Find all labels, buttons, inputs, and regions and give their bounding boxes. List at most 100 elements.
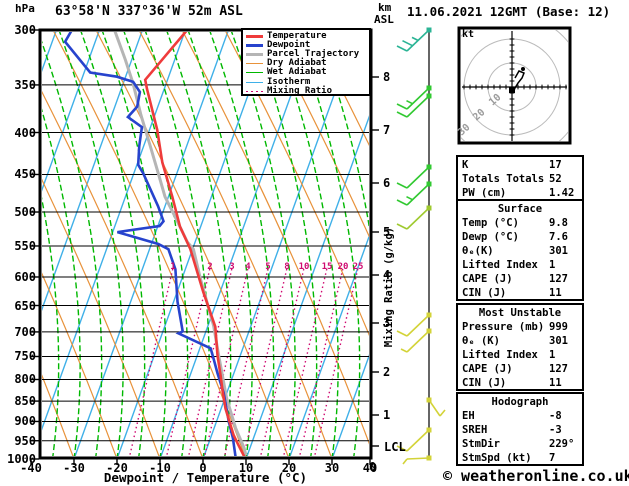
mixing-ratio-value-label: 5 xyxy=(265,262,271,272)
table-row-value: 127 xyxy=(549,363,568,375)
altitude-unit-km-label: km xyxy=(378,1,392,14)
mixing-ratio-value-label: 20 xyxy=(337,262,349,272)
wind-barb xyxy=(396,93,432,118)
isotherm-line xyxy=(74,32,229,456)
wind-barb xyxy=(396,205,432,230)
table-row-value: -3 xyxy=(549,424,562,436)
km-tick-label: 7 xyxy=(383,123,391,137)
table-row-label: Lifted Index xyxy=(462,259,538,271)
table-row: Lifted Index 1 xyxy=(458,349,582,363)
table-row-label: CIN (J) xyxy=(462,287,507,299)
temp-tick-label: -20 xyxy=(106,461,128,475)
table-row: CIN (J) 11 xyxy=(458,377,582,391)
info-table-box: K 17 Totals Totals 52 PW (cm) 1.42 xyxy=(456,155,584,201)
mixing-ratio-line xyxy=(242,267,288,456)
km-tick-label: 4 xyxy=(383,268,391,282)
table-row: θₑ (K) 301 xyxy=(458,335,582,349)
mixing-ratio-value-label: 25 xyxy=(352,262,364,272)
dry-adiabat-line xyxy=(96,32,289,456)
table-row-label: θₑ(K) xyxy=(462,245,494,257)
legend-item-label: Dewpoint xyxy=(267,40,311,51)
table-row-label: K xyxy=(462,159,469,171)
temp-tick-label: 40 xyxy=(362,461,378,475)
legend-item-label: Dry Adiabat xyxy=(267,58,327,69)
table-row-label: CAPE (J) xyxy=(462,273,513,285)
wind-barb xyxy=(396,427,432,452)
km-tick-label: 6 xyxy=(383,176,391,190)
table-row: θₑ(K) 301 xyxy=(458,245,582,259)
mixing-ratio-line xyxy=(282,267,328,456)
dewpoint-trace xyxy=(63,32,237,456)
pressure-tick-label: 700 xyxy=(14,324,36,339)
mixing-ratio-line xyxy=(203,267,249,456)
datetime-label: 11.06.2021 12GMT (Base: 12) xyxy=(407,4,611,19)
table-row: Dewp (°C) 7.6 xyxy=(458,231,582,245)
table-row-value: 52 xyxy=(549,173,562,185)
temp-tick-label: 30 xyxy=(324,461,340,475)
table-row-label: CAPE (J) xyxy=(462,363,513,375)
isotherm-line xyxy=(117,32,272,456)
legend-line-sample-icon xyxy=(246,72,263,74)
legend-item: Wet Adiabat xyxy=(246,68,369,77)
table-row-label: EH xyxy=(462,410,475,422)
lcl-label: LCL xyxy=(384,440,406,454)
temp-tick-label: 20 xyxy=(281,461,297,475)
hodograph-end-dot xyxy=(521,67,525,71)
mixing-ratio-line xyxy=(165,267,211,456)
table-row: StmDir 229° xyxy=(458,438,582,452)
table-row-value: 11 xyxy=(549,287,562,299)
pressure-tick-label: 1000 xyxy=(7,452,36,466)
info-table-box: Most Unstable Pressure (mb) 999 θₑ (K) 301 Li… xyxy=(456,303,584,391)
table-row-value: 7.6 xyxy=(549,231,568,243)
table-row-value: 1.42 xyxy=(549,187,575,199)
wind-barb xyxy=(402,455,432,465)
hodograph-box xyxy=(457,26,572,145)
temp-tick-label: -10 xyxy=(149,461,171,475)
legend-line-sample-icon xyxy=(246,35,263,39)
sounding-profiles xyxy=(63,32,248,456)
mixing-ratio-line xyxy=(298,267,344,456)
temp-tick-label: 10 xyxy=(238,461,254,475)
temp-tick-label: -40 xyxy=(20,461,42,475)
temperature-trace xyxy=(143,32,246,456)
table-row-label: Dewp (°C) xyxy=(462,231,519,243)
legend-item-label: Isotherm xyxy=(267,76,311,87)
legend-line-sample-icon xyxy=(246,53,263,57)
legend-item-label: Mixing Ratio xyxy=(267,85,333,96)
table-row-label: Temp (°C) xyxy=(462,217,519,229)
table-section-header: Surface xyxy=(497,203,543,215)
legend-item: Isotherm xyxy=(246,77,369,86)
wind-barb xyxy=(396,164,432,189)
legend-line-sample-icon xyxy=(246,81,263,83)
table-row: CAPE (J) 127 xyxy=(458,273,582,287)
dry-adiabat-line xyxy=(42,90,203,456)
table-row: CAPE (J) 127 xyxy=(458,363,582,377)
table-row-value: 999 xyxy=(549,321,568,333)
table-row-value: -8 xyxy=(549,410,562,422)
mixing-ratio-value-label: 1 xyxy=(170,262,176,272)
km-tick-label: 5 xyxy=(383,225,391,239)
wet-adiabat-line xyxy=(101,32,167,456)
table-row: Pressure (mb) 999 xyxy=(458,321,582,335)
temp-tick-label: 0 xyxy=(199,461,207,475)
dry-adiabat-line xyxy=(182,32,369,445)
pressure-tick-label: 300 xyxy=(14,23,36,37)
pressure-tick-label: 450 xyxy=(14,167,36,182)
pressure-tick-label: 550 xyxy=(14,238,36,253)
pressure-tick-label: 400 xyxy=(14,125,36,140)
table-section-header: Hodograph xyxy=(491,396,549,408)
pressure-tick-label: 850 xyxy=(14,394,36,409)
dry-adiabat-line xyxy=(42,374,74,456)
isotherm-line xyxy=(246,115,369,456)
isotherm-line xyxy=(42,32,186,431)
altitude-unit-asl-label: ASL xyxy=(374,13,394,26)
pressure-tick-label: 900 xyxy=(14,414,36,429)
mixing-ratio-line xyxy=(259,267,305,456)
pressure-tick-label: 350 xyxy=(14,77,36,92)
dry-adiabat-line xyxy=(42,272,117,456)
table-row: EH -8 xyxy=(458,410,582,424)
table-row: PW (cm) 1.42 xyxy=(458,187,582,201)
info-table-box: Surface Temp (°C) 9.8 Dewp (°C) 7.6 θₑ(K) 301 L… xyxy=(456,199,584,301)
table-row: Lifted Index 1 xyxy=(458,259,582,273)
